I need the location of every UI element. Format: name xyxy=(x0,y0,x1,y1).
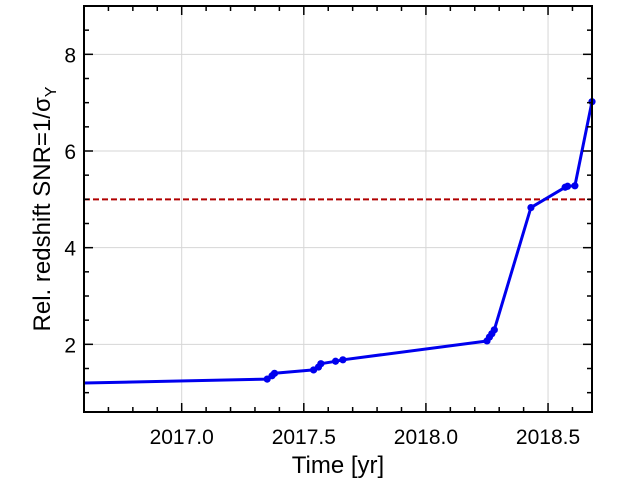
y-axis-title: Rel. redshift SNR=1/σY xyxy=(29,86,60,331)
y-tick-label: 8 xyxy=(64,44,76,67)
y-tick-label: 6 xyxy=(64,141,76,164)
x-tick-label: 2018.0 xyxy=(394,426,458,449)
x-tick-label: 2018.5 xyxy=(516,426,580,449)
data-point xyxy=(527,203,535,212)
data-point xyxy=(331,357,340,365)
data-point xyxy=(563,182,572,190)
x-tick-label: 2017.0 xyxy=(150,426,214,449)
data-point xyxy=(490,326,498,334)
y-tick-label: 4 xyxy=(64,238,76,261)
data-point xyxy=(571,182,579,190)
y-tick-labels: 2 4 6 8 xyxy=(64,44,76,357)
y-tick-label: 2 xyxy=(64,334,76,357)
series-line xyxy=(83,101,594,385)
plot-frame xyxy=(83,5,593,413)
data-point xyxy=(317,360,325,368)
data-point xyxy=(339,356,347,364)
data-point xyxy=(270,369,279,377)
grid-lines xyxy=(84,6,592,412)
tick-marks xyxy=(83,5,592,412)
y-axis-title-main: Rel. redshift SNR=1/σ xyxy=(29,97,56,331)
y-axis-title-subscript: Y xyxy=(43,86,60,97)
series-group xyxy=(83,98,596,385)
x-axis-title: Time [yr] xyxy=(292,452,384,479)
x-tick-labels: 2017.0 2017.5 2018.0 2018.5 xyxy=(150,426,581,449)
x-tick-label: 2017.5 xyxy=(272,426,336,449)
